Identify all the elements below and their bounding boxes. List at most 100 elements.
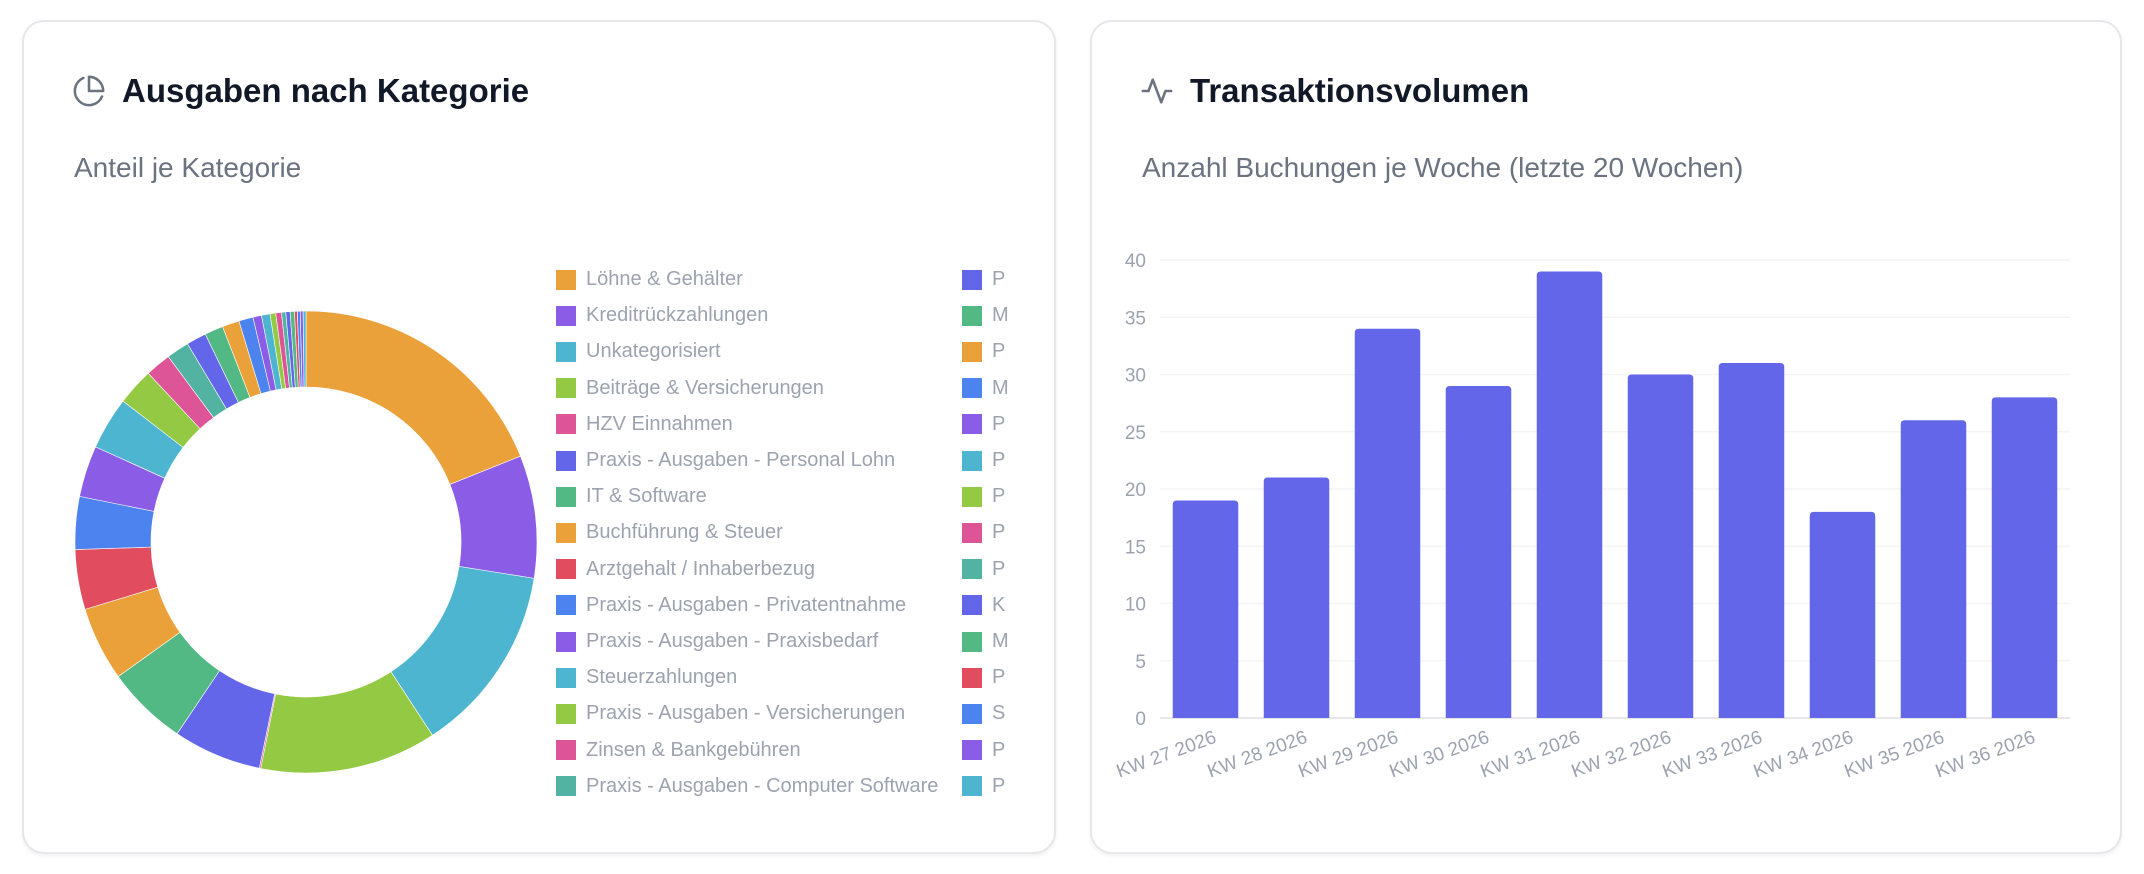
legend-item[interactable]: K xyxy=(962,594,1005,617)
legend-label: Praxis - Ausgaben - Praxisbedarf xyxy=(586,630,879,652)
bar[interactable] xyxy=(1809,511,1876,718)
legend-label: Kreditrückzahlungen xyxy=(586,304,769,327)
legend-item[interactable]: P xyxy=(962,739,1005,762)
legend-label: Beiträge & Versicherungen xyxy=(586,376,824,399)
legend-label: Praxis - Ausgaben - Computer Software xyxy=(586,774,939,797)
legend-label: P xyxy=(992,485,1006,508)
pie-chart-icon xyxy=(73,75,105,107)
x-tick-label: KW 30 2026 xyxy=(1387,727,1492,783)
y-tick-label: 0 xyxy=(1135,709,1146,730)
legend-label: M xyxy=(992,376,1009,399)
legend-label: P xyxy=(992,666,1006,689)
y-tick-label: 20 xyxy=(1125,480,1146,501)
activity-icon xyxy=(1141,78,1173,104)
legend-label: IT & Software xyxy=(586,485,707,508)
legend-label: Buchführung & Steuer xyxy=(586,521,783,544)
bar[interactable] xyxy=(1718,363,1785,718)
bar[interactable] xyxy=(1627,374,1694,719)
legend-swatch xyxy=(962,522,982,543)
volume-card-title: Transaktionsvolumen xyxy=(1190,72,1530,109)
legend-label: P xyxy=(992,268,1006,290)
legend-swatch xyxy=(556,595,576,616)
legend-label: Löhne & Gehälter xyxy=(586,268,743,290)
bar[interactable] xyxy=(1900,420,1967,718)
legend-swatch xyxy=(962,414,982,435)
legend-item[interactable]: IT & Software xyxy=(556,485,707,508)
legend-item[interactable]: P xyxy=(962,449,1005,472)
donut-slice-0[interactable] xyxy=(305,310,521,485)
y-tick-label: 30 xyxy=(1125,366,1146,387)
legend-item[interactable]: Arztgehalt / Inhaberbezug xyxy=(556,558,815,581)
donut-slice-29[interactable] xyxy=(302,310,307,388)
legend-swatch xyxy=(556,740,576,761)
legend-item[interactable]: Unkategorisiert xyxy=(556,340,721,363)
legend-item[interactable]: Praxis - Ausgaben - Personal Lohn xyxy=(556,449,895,472)
x-tick-label: KW 36 2026 xyxy=(1933,727,2038,783)
legend-item[interactable]: Steuerzahlungen xyxy=(556,666,737,689)
legend-swatch xyxy=(962,776,982,797)
category-card-header: Ausgaben nach Kategorie xyxy=(72,72,529,110)
legend-item[interactable]: M xyxy=(962,304,1009,327)
legend-item[interactable]: Löhne & Gehälter xyxy=(556,268,743,291)
legend-item[interactable]: P xyxy=(962,268,1005,291)
x-tick-label: KW 34 2026 xyxy=(1751,727,1856,783)
y-tick-label: 15 xyxy=(1125,537,1146,558)
legend-item[interactable]: P xyxy=(962,558,1005,581)
legend-swatch xyxy=(556,776,576,797)
bar[interactable] xyxy=(1536,271,1603,718)
legend-label: Praxis - Ausgaben - Versicherungen xyxy=(586,702,906,725)
legend-item[interactable]: P xyxy=(962,666,1005,689)
x-tick-label: KW 32 2026 xyxy=(1569,727,1674,783)
legend-item[interactable]: Buchführung & Steuer xyxy=(556,521,783,544)
legend-item[interactable]: P xyxy=(962,521,1005,544)
legend-label: Steuerzahlungen xyxy=(586,666,738,689)
legend-item[interactable]: Praxis - Ausgaben - Praxisbedarf xyxy=(556,630,878,653)
legend-label: P xyxy=(992,449,1006,471)
y-tick-label: 35 xyxy=(1125,308,1146,329)
legend-label: HZV Einnahmen xyxy=(586,412,733,435)
legend-swatch xyxy=(556,341,576,362)
legend-label: P xyxy=(992,412,1006,435)
legend-swatch xyxy=(556,414,576,435)
bar[interactable] xyxy=(1263,477,1330,718)
legend-swatch xyxy=(962,595,982,616)
category-card-subtitle: Anteil je Kategorie xyxy=(74,152,302,183)
legend-swatch xyxy=(962,667,982,688)
legend-item[interactable]: Praxis - Ausgaben - Computer Software xyxy=(556,775,938,798)
legend-label: P xyxy=(992,774,1006,797)
legend-item[interactable]: P xyxy=(962,340,1005,363)
legend-label: P xyxy=(992,738,1006,761)
bar[interactable] xyxy=(1991,397,2058,718)
bar[interactable] xyxy=(1445,385,1512,718)
legend-item[interactable]: M xyxy=(962,377,1009,400)
transaction-volume-card: Transaktionsvolumen Anzahl Buchungen je … xyxy=(1090,20,2122,854)
category-card-title: Ausgaben nach Kategorie xyxy=(122,72,530,109)
legend-item[interactable]: M xyxy=(962,630,1009,653)
legend-swatch xyxy=(962,486,982,507)
legend-item[interactable]: Beiträge & Versicherungen xyxy=(556,377,824,400)
legend-item[interactable]: P xyxy=(962,413,1005,436)
legend-item[interactable]: HZV Einnahmen xyxy=(556,413,733,436)
bar[interactable] xyxy=(1354,328,1421,718)
x-tick-label: KW 29 2026 xyxy=(1296,727,1401,783)
legend-swatch xyxy=(962,341,982,362)
bar[interactable] xyxy=(1172,500,1239,718)
legend-item[interactable]: Praxis - Ausgaben - Versicherungen xyxy=(556,702,905,725)
legend-swatch xyxy=(962,450,982,471)
x-tick-label: KW 33 2026 xyxy=(1660,727,1765,783)
legend-swatch xyxy=(962,740,982,761)
legend-item[interactable]: S xyxy=(962,702,1005,725)
legend-item[interactable]: Kreditrückzahlungen xyxy=(556,304,768,327)
legend-swatch xyxy=(556,486,576,507)
x-tick-label: KW 27 2026 xyxy=(1114,727,1219,783)
legend-swatch xyxy=(556,522,576,543)
legend-swatch xyxy=(556,667,576,688)
legend-item[interactable]: Praxis - Ausgaben - Privatentnahme xyxy=(556,594,906,617)
volume-card-header: Transaktionsvolumen xyxy=(1140,72,1529,110)
legend-label: M xyxy=(992,304,1009,327)
volume-card-subtitle: Anzahl Buchungen je Woche (letzte 20 Woc… xyxy=(1142,152,1744,183)
legend-item[interactable]: P xyxy=(962,485,1005,508)
legend-item[interactable]: P xyxy=(962,775,1005,798)
legend-item[interactable]: Zinsen & Bankgebühren xyxy=(556,739,801,762)
